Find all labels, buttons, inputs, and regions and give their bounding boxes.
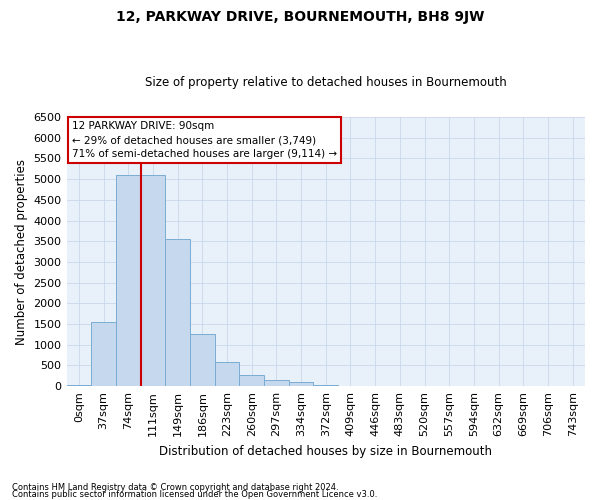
Bar <box>215 362 239 386</box>
Bar <box>67 385 91 386</box>
Title: Size of property relative to detached houses in Bournemouth: Size of property relative to detached ho… <box>145 76 506 90</box>
Text: 12 PARKWAY DRIVE: 90sqm
← 29% of detached houses are smaller (3,749)
71% of semi: 12 PARKWAY DRIVE: 90sqm ← 29% of detache… <box>72 121 337 159</box>
Bar <box>313 385 338 386</box>
Bar <box>289 382 313 386</box>
Bar <box>91 322 116 386</box>
Text: Contains public sector information licensed under the Open Government Licence v3: Contains public sector information licen… <box>12 490 377 499</box>
Bar <box>264 380 289 386</box>
Text: 12, PARKWAY DRIVE, BOURNEMOUTH, BH8 9JW: 12, PARKWAY DRIVE, BOURNEMOUTH, BH8 9JW <box>116 10 484 24</box>
Y-axis label: Number of detached properties: Number of detached properties <box>15 158 28 344</box>
Bar <box>116 175 140 386</box>
X-axis label: Distribution of detached houses by size in Bournemouth: Distribution of detached houses by size … <box>159 444 492 458</box>
Bar <box>190 334 215 386</box>
Bar <box>165 239 190 386</box>
Bar <box>140 175 165 386</box>
Text: Contains HM Land Registry data © Crown copyright and database right 2024.: Contains HM Land Registry data © Crown c… <box>12 484 338 492</box>
Bar <box>239 374 264 386</box>
